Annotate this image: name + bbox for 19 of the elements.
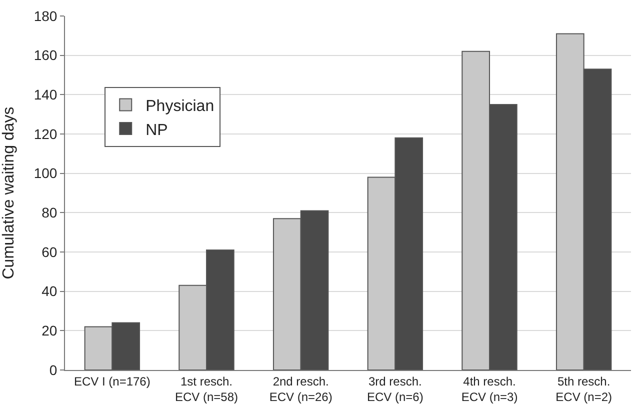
y-tick-label: 0 [49,362,58,378]
y-tick-label: 60 [42,244,58,260]
x-tick-label: 3rd resch. ECV (n=6) [366,374,424,404]
y-tick-label: 160 [34,47,58,64]
y-tick-label: 180 [34,8,58,24]
x-tick-label: 2nd resch. ECV (n=26) [269,374,332,404]
y-tick-label: 120 [34,126,58,142]
y-tick-label: 140 [34,86,58,103]
y-tick-label: 100 [34,165,58,182]
x-tick-label: 5th resch. ECV (n=2) [556,374,612,404]
y-axis-title: Cumulative waiting days [0,106,18,280]
x-tick-label: 4th resch. ECV (n=3) [461,374,518,404]
y-tick-label: 40 [42,283,58,300]
x-tick-label: 1st resch. ECV (n=58) [174,374,238,404]
legend-label: NP [146,122,168,139]
y-tick-label: 20 [42,322,58,339]
y-tick-label: 80 [42,204,58,221]
legend-label: Physician [146,98,214,115]
x-tick-label: ECV I (n=176) [74,374,150,388]
